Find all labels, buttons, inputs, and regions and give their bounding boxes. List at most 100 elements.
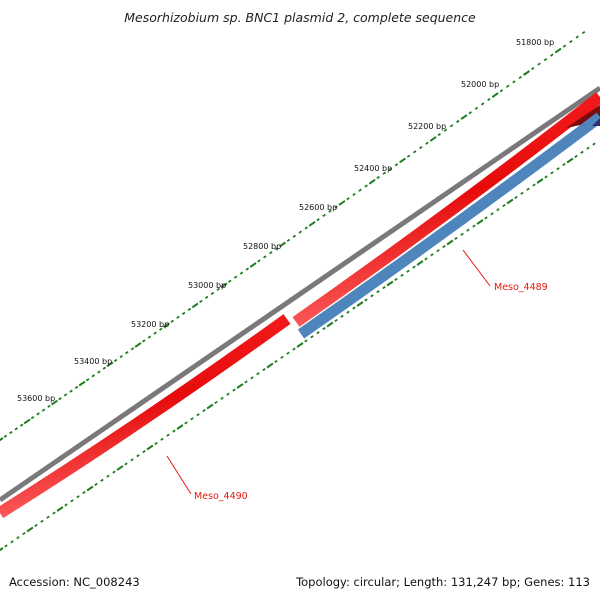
minor-tick [352,192,356,197]
major-tick [399,157,406,164]
major-tick [566,157,574,164]
sequence-summary: Topology: circular; Length: 131,247 bp; … [295,575,590,589]
reverse-gene-arrow[interactable] [297,112,600,339]
minor-tick [518,75,522,80]
map-title: Mesorhizobium sp. BNC1 plasmid 2, comple… [124,10,476,25]
minor-tick [85,378,90,382]
minor-tick [47,404,51,408]
minor-tick [113,358,118,363]
minor-tick [562,44,567,48]
minor-tick [442,245,446,249]
minor-tick [322,327,326,331]
scale-label: 53000 bp [188,281,226,290]
minor-tick [16,536,20,540]
outer-scale-ticks [0,30,586,442]
major-tick [163,322,170,329]
minor-tick [160,437,164,441]
minor-tick [19,423,24,427]
minor-tick [304,339,308,343]
minor-tick [562,163,566,167]
minor-tick [484,216,488,220]
minor-tick [181,311,186,315]
minor-tick [14,427,19,431]
minor-tick [262,368,266,372]
minor-tick [22,532,26,536]
minor-tick [257,259,261,263]
minor-tick [214,400,218,404]
minor-tick [388,167,393,171]
gene-meso-4489-arrow[interactable] [292,92,600,327]
minor-tick [82,491,86,495]
minor-tick [226,392,230,396]
minor-tick [537,62,541,66]
minor-tick [204,295,209,299]
minor-tick [216,287,220,291]
minor-tick [298,230,303,234]
minor-tick [505,84,510,88]
minor-tick [575,35,579,39]
minor-tick [154,441,158,445]
minor-tick [460,232,464,236]
scale-label: 52200 bp [408,122,446,131]
minor-tick [172,429,176,433]
minor-tick [487,97,491,102]
minor-tick [130,347,135,351]
minor-tick [256,372,260,376]
minor-tick [106,474,110,478]
scale-label: 53600 bp [17,394,55,403]
scale-label: 52600 bp [299,203,337,212]
major-tick [476,219,484,225]
minor-tick [449,124,454,128]
minor-tick [280,355,284,359]
minor-tick [544,175,548,179]
minor-tick [41,408,46,412]
scale-label: 53200 bp [131,320,169,329]
minor-tick [147,335,152,339]
gene-label-meso-4489[interactable]: Meso_4489 [494,282,548,293]
major-tick [279,241,286,248]
major-tick [191,302,199,309]
minor-tick [244,380,248,384]
minor-tick [370,294,374,298]
accession-text: Accession: NC_008243 [9,575,140,589]
minor-tick [202,409,206,413]
gene-meso-4490-arrow[interactable] [0,314,291,519]
minor-tick [286,238,291,242]
minor-tick [74,385,79,389]
major-tick [176,424,184,430]
minor-tick [456,119,460,124]
gene-label-meso-4490[interactable]: Meso_4490 [194,491,248,502]
major-tick [536,178,544,184]
reverse-gene-end [592,118,600,126]
minor-tick [4,544,8,548]
gene-label-leader [462,249,491,287]
major-tick [220,282,228,289]
minor-tick [514,195,518,199]
minor-tick [263,255,267,259]
minor-tick [46,515,50,519]
minor-tick [170,319,174,323]
minor-tick [233,275,238,279]
minor-tick [490,212,494,216]
minor-tick [550,53,554,57]
minor-tick [526,187,530,191]
major-tick [338,200,346,206]
minor-tick [556,167,560,171]
major-tick [146,444,154,451]
minor-tick [190,417,194,421]
minor-tick [328,209,332,213]
minor-tick [69,389,73,393]
major-tick [326,321,334,328]
major-tick [51,399,58,406]
major-tick [446,239,454,246]
minor-tick [274,247,279,251]
minor-tick [166,433,170,437]
minor-tick [232,388,236,392]
major-tick [491,92,499,99]
minor-tick [63,393,68,397]
scale-label: 52800 bp [243,242,281,251]
minor-tick [436,249,440,253]
minor-tick [520,191,524,195]
minor-tick [304,226,308,230]
minor-tick [112,470,116,474]
